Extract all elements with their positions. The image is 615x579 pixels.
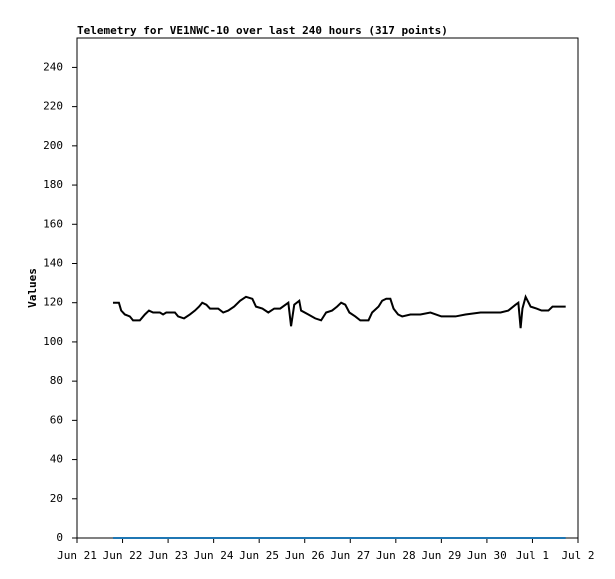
y-tick-label: 160 bbox=[43, 217, 63, 230]
x-tick-label: Jun 26 bbox=[285, 549, 325, 562]
y-tick-label: 40 bbox=[50, 453, 63, 466]
x-tick-label: Jun 23 bbox=[148, 549, 188, 562]
y-tick-label: 0 bbox=[56, 531, 63, 544]
chart-title: Telemetry for VE1NWC-10 over last 240 ho… bbox=[77, 24, 448, 37]
x-tick-label: Jun 30 bbox=[467, 549, 507, 562]
x-tick-label: Jul 1 bbox=[516, 549, 549, 562]
y-tick-label: 200 bbox=[43, 139, 63, 152]
x-tick-label: Jul 2 bbox=[561, 549, 594, 562]
y-tick-label: 220 bbox=[43, 100, 63, 113]
x-tick-label: Jun 21 bbox=[57, 549, 97, 562]
x-tick-label: Jun 28 bbox=[376, 549, 416, 562]
y-tick-label: 60 bbox=[50, 413, 63, 426]
y-tick-label: 140 bbox=[43, 256, 63, 269]
y-axis-label: Values bbox=[26, 268, 39, 308]
x-tick-label: Jun 24 bbox=[194, 549, 234, 562]
y-tick-label: 120 bbox=[43, 296, 63, 309]
y-tick-label: 240 bbox=[43, 60, 63, 73]
y-tick-label: 180 bbox=[43, 178, 63, 191]
y-tick-label: 100 bbox=[43, 335, 63, 348]
y-tick-label: 80 bbox=[50, 374, 63, 387]
x-tick-label: Jun 22 bbox=[103, 549, 143, 562]
plot-frame bbox=[76, 37, 579, 539]
data-line bbox=[112, 294, 566, 329]
y-tick-label: 20 bbox=[50, 492, 63, 505]
x-tick-label: Jun 27 bbox=[330, 549, 370, 562]
x-tick-label: Jun 29 bbox=[421, 549, 461, 562]
x-tick-label: Jun 25 bbox=[239, 549, 279, 562]
